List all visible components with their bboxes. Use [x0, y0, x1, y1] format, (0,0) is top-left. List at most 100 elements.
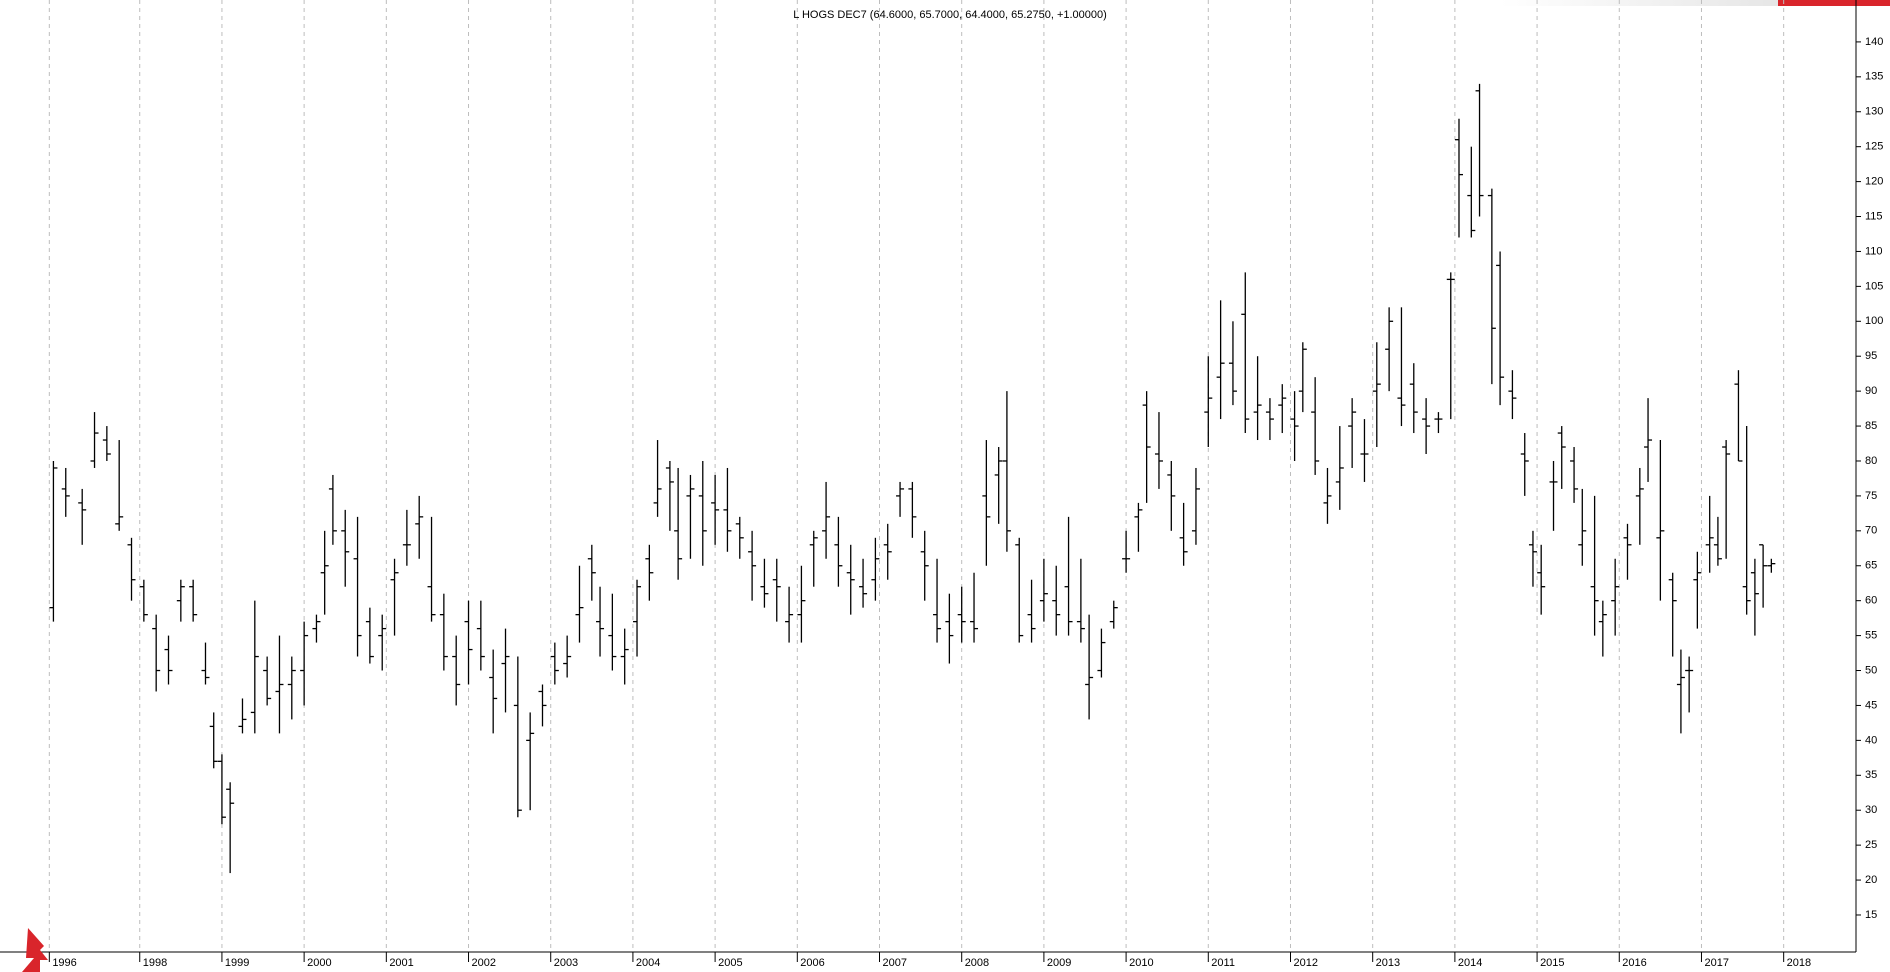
ohlc-bar — [645, 544, 654, 601]
ohlc-bar — [328, 474, 337, 545]
x-tick-label: 2018 — [1787, 957, 1811, 969]
ohlc-bar — [846, 544, 855, 615]
ohlc-bar — [1360, 419, 1369, 482]
ohlc-bar — [427, 516, 436, 622]
ohlc-bar — [1122, 530, 1131, 573]
ohlc-bar — [1549, 460, 1558, 531]
ohlc-bar — [464, 600, 473, 685]
ohlc-bar — [1397, 307, 1406, 427]
ohlc-bar — [287, 656, 296, 720]
y-tick-label: 60 — [1865, 595, 1877, 607]
ohlc-bar — [1570, 447, 1579, 503]
ohlc-bar — [1487, 188, 1496, 385]
ohlc-bar — [49, 460, 58, 622]
ohlc-bar — [501, 628, 510, 713]
x-tick-label: 2011 — [1211, 957, 1235, 969]
ohlc-bar — [353, 516, 362, 657]
ohlc-bar — [735, 516, 744, 559]
y-tick-label: 25 — [1865, 839, 1877, 851]
ohlc-bar — [1385, 307, 1394, 392]
ohlc-bar — [402, 509, 411, 566]
ohlc-bar — [1656, 440, 1665, 601]
ohlc-bar — [633, 579, 642, 657]
ohlc-bar — [550, 642, 559, 685]
ohlc-bar — [1767, 558, 1776, 573]
ohlc-bar — [176, 579, 185, 622]
ohlc-bar — [1705, 495, 1714, 573]
ohlc-bar — [797, 565, 806, 643]
ohlc-bar — [1467, 146, 1476, 238]
ohlc-bar — [226, 782, 235, 874]
ohlc-bar — [1520, 433, 1529, 496]
x-tick-label: 2015 — [1540, 957, 1564, 969]
ohlc-bar — [1759, 544, 1768, 608]
ohlc-bar — [102, 426, 111, 461]
ohlc-bar — [834, 516, 843, 587]
x-tick-label: 2008 — [965, 957, 989, 969]
y-tick-label: 35 — [1865, 769, 1877, 781]
ohlc-bar — [127, 537, 136, 601]
x-tick-label: 2013 — [1376, 957, 1400, 969]
y-tick-label: 135 — [1865, 71, 1883, 83]
ohlc-bar — [1167, 460, 1176, 531]
ohlc-bar — [686, 474, 695, 559]
bars — [49, 83, 1776, 874]
ohlc-bar — [945, 593, 954, 664]
y-tick-label: 120 — [1865, 176, 1883, 188]
ohlc-bar — [1713, 516, 1722, 566]
y-tick-label: 100 — [1865, 315, 1883, 327]
ohlc-bar — [489, 649, 498, 734]
ohlc-bar — [1537, 544, 1546, 615]
ohlc-bar — [994, 447, 1003, 524]
ohlc-bar — [538, 684, 547, 727]
ohlc-bar — [1722, 440, 1731, 559]
x-tick-label: 2009 — [1047, 957, 1071, 969]
ohlc-bar — [1154, 412, 1163, 489]
ohlc-bar — [809, 530, 818, 587]
ohlc-bar — [1228, 321, 1237, 406]
y-tick-label: 110 — [1865, 245, 1883, 257]
y-tick-label: 55 — [1865, 630, 1877, 642]
ohlc-bar — [1064, 516, 1073, 636]
ohlc-bar — [1204, 356, 1213, 448]
ohlc-bar — [1598, 600, 1607, 657]
y-tick-label: 20 — [1865, 874, 1877, 886]
ohlc-bar — [723, 467, 732, 552]
y-tick-label: 30 — [1865, 804, 1877, 816]
ohlc-bar — [587, 544, 596, 601]
ohlc-bar — [608, 593, 617, 671]
y-tick-label: 130 — [1865, 106, 1883, 118]
ohlc-bar — [1335, 426, 1344, 510]
ohlc-bar — [1422, 398, 1431, 454]
ohlc-bar — [1409, 363, 1418, 434]
ohlc-bar — [1750, 558, 1759, 636]
x-tick-label: 2017 — [1704, 957, 1728, 969]
y-tick-label: 140 — [1865, 36, 1883, 48]
ohlc-bar — [1676, 649, 1685, 734]
ohlc-bar — [1179, 502, 1188, 566]
ohlc-bar — [61, 467, 70, 517]
ohlc-bar — [674, 467, 683, 580]
ohlc-bar — [1278, 384, 1287, 434]
ohlc-bar — [263, 656, 272, 706]
ohlc-bar — [300, 621, 309, 706]
ohlc-bar — [1097, 628, 1106, 678]
x-tick-label: 2001 — [389, 957, 413, 969]
x-tick-label: 2004 — [636, 957, 660, 969]
ohlc-bar — [1590, 495, 1599, 636]
ohlc-bar — [1742, 426, 1751, 615]
ohlc-bar — [365, 607, 374, 664]
x-tick-label: 1998 — [143, 957, 167, 969]
ohlc-bar — [1290, 391, 1299, 461]
ohlc-bar — [1635, 467, 1644, 545]
ohlc-bar — [1496, 251, 1505, 406]
ohlc-bar — [275, 635, 284, 734]
ohlc-bar — [859, 558, 868, 608]
ohlc-bar — [1475, 83, 1484, 217]
x-tick-label: 1996 — [52, 957, 76, 969]
ohlc-bar — [653, 440, 662, 517]
ohlc-bar — [1668, 572, 1677, 657]
ohlc-bar — [476, 600, 485, 671]
ohlc-bar — [1557, 426, 1566, 489]
x-tick-label: 2003 — [554, 957, 578, 969]
